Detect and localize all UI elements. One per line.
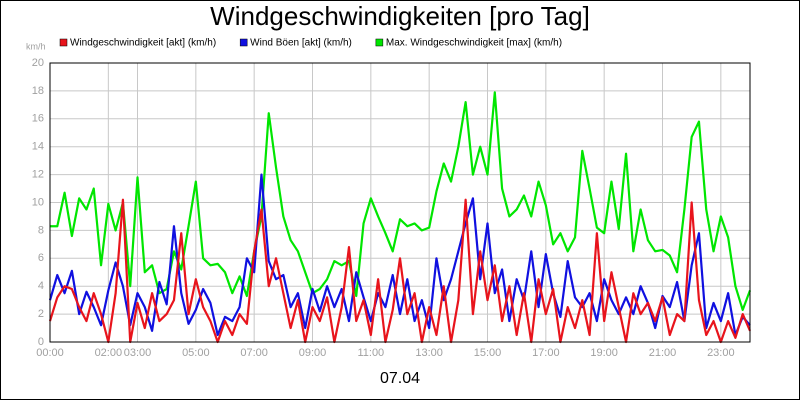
x-tick-label: 21:00 — [649, 347, 677, 359]
x-tick-label: 13:00 — [415, 347, 443, 359]
x-tick-label: 19:00 — [590, 347, 618, 359]
legend-label: Max. Windgeschwindigkeit [max] (km/h) — [386, 38, 562, 49]
x-tick-label: 09:00 — [299, 347, 327, 359]
y-tick-label: 8 — [38, 224, 44, 236]
x-tick-label: 02:00 — [95, 347, 123, 359]
y-tick-label: 18 — [32, 85, 44, 97]
series-line — [50, 91, 752, 312]
legend-swatch — [239, 38, 248, 47]
x-tick-label: 23:00 — [707, 347, 735, 359]
y-tick-label: 6 — [38, 252, 44, 264]
y-tick-label: 20 — [32, 57, 44, 69]
x-tick-label: 03:00 — [124, 347, 152, 359]
y-unit: km/h — [26, 41, 46, 51]
plot-border — [49, 62, 751, 343]
x-tick-label: 00:00 — [36, 347, 64, 359]
x-label: 07.04 — [380, 370, 420, 387]
y-tick-label: 0 — [38, 336, 44, 348]
y-tick-label: 12 — [32, 169, 44, 181]
legend-label: Windgeschwindigkeit [akt] (km/h) — [70, 38, 216, 49]
y-tick-label: 14 — [32, 141, 44, 153]
legend-label: Wind Böen [akt] (km/h) — [250, 38, 352, 49]
x-tick-label: 07:00 — [240, 347, 268, 359]
x-tick-label: 11:00 — [357, 347, 384, 359]
y-tick-label: 10 — [32, 196, 44, 208]
x-tick-label: 17:00 — [532, 347, 560, 359]
legend-swatch — [59, 38, 68, 47]
x-tick-label: 05:00 — [182, 347, 210, 359]
series-line — [48, 198, 752, 344]
legend-swatch — [375, 38, 384, 47]
y-tick-label: 16 — [32, 113, 44, 125]
x-tick-label: 15:00 — [474, 347, 502, 359]
y-tick-label: 2 — [38, 308, 44, 320]
series-line — [48, 173, 751, 337]
chart-title: Windgeschwindigkeiten [pro Tag] — [210, 1, 590, 31]
y-tick-label: 4 — [38, 280, 44, 292]
